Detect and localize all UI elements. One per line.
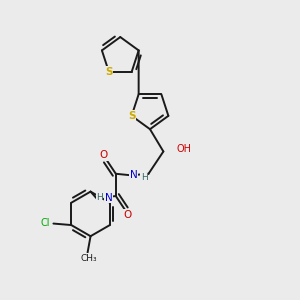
Text: Cl: Cl	[40, 218, 50, 228]
Text: S: S	[105, 67, 113, 77]
Text: H: H	[96, 193, 103, 202]
Text: S: S	[128, 111, 135, 121]
Text: CH₃: CH₃	[81, 254, 98, 263]
Text: O: O	[100, 150, 108, 160]
Text: O: O	[124, 210, 132, 220]
Text: OH: OH	[177, 143, 192, 154]
Text: H: H	[141, 173, 147, 182]
Text: N: N	[130, 170, 137, 180]
Text: N: N	[104, 193, 112, 202]
